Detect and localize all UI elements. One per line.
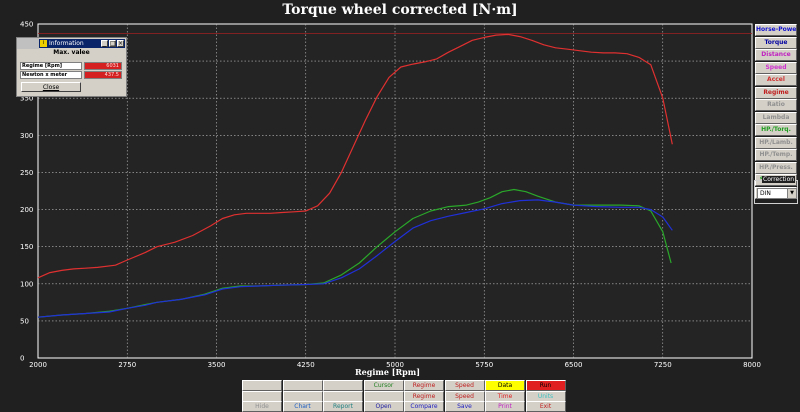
dialog-titlebar[interactable]: i Information _ □ × — [39, 39, 125, 48]
dialog-title-strip — [17, 38, 39, 49]
maximize-icon[interactable]: □ — [109, 40, 116, 47]
toolbar-button-blank[interactable] — [363, 390, 404, 402]
toolbar-button-blank[interactable] — [242, 380, 282, 391]
correction-group: Correction DIN ▼ — [754, 176, 798, 204]
info-row-regime: Regime [Rpm] 6031 — [20, 62, 122, 70]
x-tick-label: 4250 — [297, 361, 315, 369]
chart-title: Torque wheel corrected [N·m] — [282, 2, 518, 18]
dialog-title: Information — [49, 40, 84, 47]
x-tick-label: 5750 — [475, 361, 493, 369]
correction-label: Correction — [762, 176, 796, 183]
chart-button-distance[interactable]: Distance — [755, 49, 797, 61]
toolbar-button-blank[interactable] — [242, 390, 282, 402]
information-dialog: i Information _ □ × Max. valee Regime [R… — [16, 37, 127, 97]
series-line-2 — [37, 199, 673, 318]
info-row-torque: Newton x meter 437.5 — [20, 71, 122, 79]
torque-chart: 0501001502002503003504004502000275035004… — [20, 21, 761, 370]
toolbar-button-speed[interactable]: Speed — [444, 390, 485, 402]
chart-button-hp-torq[interactable]: HP./Torq. — [755, 124, 797, 136]
info-value: 6031 — [84, 62, 122, 70]
info-icon: i — [40, 40, 47, 47]
toolbar-button-blank[interactable] — [323, 390, 363, 402]
toolbar-button-regime[interactable]: Regime — [404, 380, 444, 391]
y-tick-label: 150 — [20, 243, 33, 251]
dialog-heading: Max. valee — [53, 49, 90, 56]
y-tick-label: 300 — [20, 132, 33, 140]
toolbar-button-data[interactable]: Data — [485, 380, 525, 391]
x-tick-label: 2750 — [118, 361, 136, 369]
toolbar-button-blank[interactable] — [323, 380, 363, 391]
x-tick-label: 2000 — [29, 361, 47, 369]
x-tick-label: 8000 — [743, 361, 761, 369]
info-label: Newton x meter — [20, 71, 82, 79]
y-tick-label: 0 — [20, 355, 24, 363]
y-tick-label: 50 — [20, 317, 29, 325]
info-value: 437.5 — [84, 71, 122, 79]
chart-button-regime[interactable]: Regime — [755, 86, 797, 99]
app-window: Torque wheel corrected [N·m] 0 50 100 150 20… — [16, 2, 798, 412]
chart-button-horse-power[interactable]: Horse-Power — [755, 24, 797, 36]
toolbar-button-cursor[interactable]: Cursor — [363, 380, 404, 391]
toolbar-button-blank[interactable] — [282, 390, 323, 402]
chart-button-hp-lamb[interactable]: HP./Lamb. — [755, 136, 797, 149]
x-tick-label: 5000 — [386, 361, 404, 369]
y-tick-label: 450 — [20, 21, 33, 29]
chart-button-speed[interactable]: Speed — [755, 61, 797, 74]
y-tick-label: 350 — [20, 95, 33, 103]
chart-button-lambda[interactable]: Lambda — [755, 111, 797, 124]
x-tick-label: 6500 — [565, 361, 583, 369]
minimize-icon[interactable]: _ — [101, 40, 108, 47]
y-tick-label: 200 — [20, 206, 33, 214]
chart-button-torque[interactable]: Torque — [755, 36, 797, 49]
chart-button-hp-temp[interactable]: HP./Temp. — [755, 149, 797, 161]
x-axis-label: Regime [Rpm] — [355, 367, 420, 377]
y-tick-label: 250 — [20, 169, 33, 177]
y-tick-label: 100 — [20, 280, 33, 288]
toolbar-button-run[interactable]: Run — [525, 380, 566, 391]
chart-button-accel[interactable]: Accel — [755, 74, 797, 86]
x-tick-label: 3500 — [208, 361, 226, 369]
correction-dropdown[interactable]: DIN ▼ — [757, 188, 797, 199]
toolbar-button-time[interactable]: Time — [485, 390, 525, 402]
toolbar-button-units[interactable]: Units — [525, 390, 566, 402]
chart-selector-panel: Horse-Power Torque Distance Speed Accel Regim… — [755, 24, 797, 199]
x-tick-label: 7250 — [654, 361, 672, 369]
close-icon[interactable]: × — [117, 40, 124, 47]
info-label: Regime [Rpm] — [20, 62, 82, 70]
series-line-0 — [37, 33, 673, 279]
toolbar-button-speed[interactable]: Speed — [444, 380, 485, 391]
toolbar-button-blank[interactable] — [282, 380, 323, 391]
dialog-close-button[interactable]: Close — [21, 82, 81, 92]
toolbar-button-regime[interactable]: Regime — [404, 390, 444, 402]
chevron-down-icon[interactable]: ▼ — [787, 189, 796, 198]
correction-value: DIN — [760, 190, 771, 197]
chart-button-ratio[interactable]: Ratio — [755, 99, 797, 111]
chart-button-hp-press[interactable]: HP./Press. — [755, 161, 797, 174]
